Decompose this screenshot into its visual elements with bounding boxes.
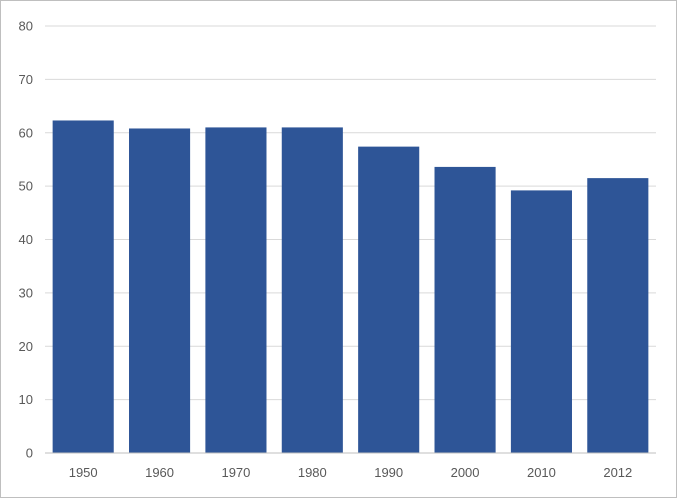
- bar-2012: [587, 178, 649, 453]
- y-tick-label: 60: [19, 125, 33, 140]
- bar-2000: [434, 166, 496, 453]
- bar-1980: [281, 127, 343, 453]
- x-tick-label: 1950: [69, 465, 98, 480]
- y-tick-label: 10: [19, 392, 33, 407]
- y-tick-label: 70: [19, 72, 33, 87]
- bar-1960: [129, 128, 191, 453]
- y-tick-labels: 0 10 20 30 40 50 60 70 80: [19, 19, 33, 461]
- x-tick-label: 2000: [451, 465, 480, 480]
- bar-2010: [510, 190, 572, 453]
- x-tick-label: 2012: [603, 465, 632, 480]
- y-tick-label: 50: [19, 179, 33, 194]
- y-tick-label: 40: [19, 232, 33, 247]
- y-tick-label: 0: [26, 446, 33, 461]
- y-tick-label: 30: [19, 285, 33, 300]
- x-tick-label: 2010: [527, 465, 556, 480]
- y-tick-label: 80: [19, 19, 33, 34]
- x-tick-labels: 1950 1960 1970 1980 1990 2000 2010 2012: [69, 465, 633, 480]
- x-tick-label: 1980: [298, 465, 327, 480]
- bar-1990: [358, 146, 420, 453]
- y-tick-label: 20: [19, 339, 33, 354]
- x-tick-label: 1960: [145, 465, 174, 480]
- bars: [52, 120, 649, 453]
- bar-1970: [205, 127, 267, 453]
- x-tick-label: 1990: [374, 465, 403, 480]
- bar-1950: [52, 120, 114, 453]
- x-tick-label: 1970: [221, 465, 250, 480]
